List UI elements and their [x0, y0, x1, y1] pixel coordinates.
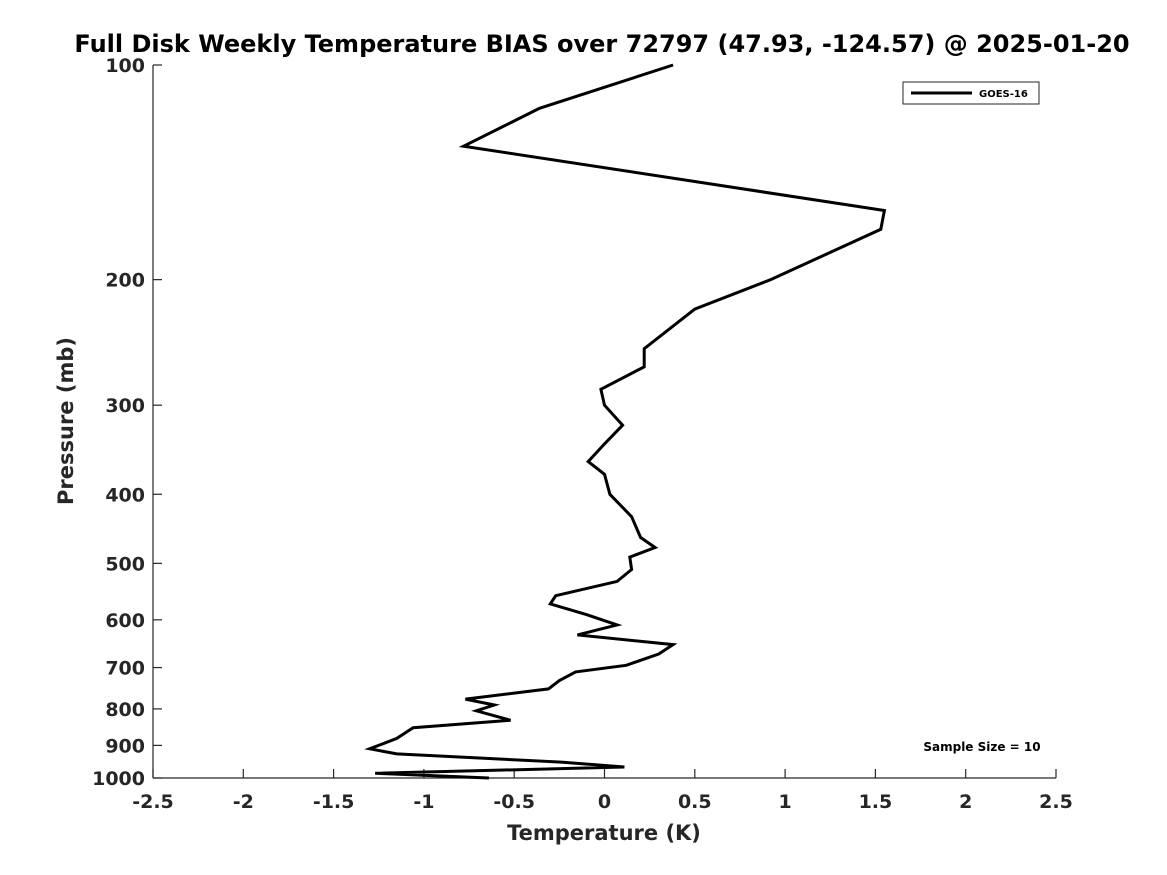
y-tick-label: 600: [105, 610, 145, 632]
y-tick-label: 700: [105, 658, 145, 680]
y-tick-label: 400: [105, 484, 145, 506]
legend: GOES-16: [902, 81, 1040, 105]
series-group: [364, 63, 887, 780]
y-axis-label: Pressure (mb): [54, 337, 78, 505]
x-ticks: -2.5 -2 -1.5 -1 -0.5 0 0.5 1 1.5 2 2.5: [132, 769, 1073, 813]
x-tick-label: -0.5: [493, 791, 535, 813]
legend-label-goes-16: GOES-16: [979, 89, 1028, 100]
x-tick-label: 1: [778, 791, 791, 813]
y-tick-label: 100: [105, 55, 145, 77]
y-tick-label: 300: [105, 395, 145, 417]
x-tick-label: -1.5: [313, 791, 355, 813]
x-tick-label: 0: [598, 791, 611, 813]
y-tick-label: 900: [105, 735, 145, 757]
sample-size-annotation: Sample Size = 10: [923, 740, 1040, 754]
x-tick-label: 0.5: [678, 791, 712, 813]
x-tick-label: 1.5: [859, 791, 893, 813]
series-line-goes-16: [364, 63, 887, 780]
y-tick-label: 800: [105, 699, 145, 721]
y-tick-label: 500: [105, 553, 145, 575]
x-tick-label: 2.5: [1039, 791, 1073, 813]
y-tick-label: 1000: [92, 768, 145, 790]
x-axis-label: Temperature (K): [507, 821, 701, 845]
x-tick-label: -2.5: [132, 791, 174, 813]
y-tick-label: 200: [105, 270, 145, 292]
plot-area: [153, 65, 1056, 778]
x-tick-label: -2: [233, 791, 254, 813]
x-tick-label: 2: [959, 791, 972, 813]
chart-title: Full Disk Weekly Temperature BIAS over 7…: [74, 30, 1129, 58]
y-ticks: 100 200 300 400 500 600 700 800 900 1000: [92, 55, 162, 790]
x-tick-label: -1: [413, 791, 434, 813]
